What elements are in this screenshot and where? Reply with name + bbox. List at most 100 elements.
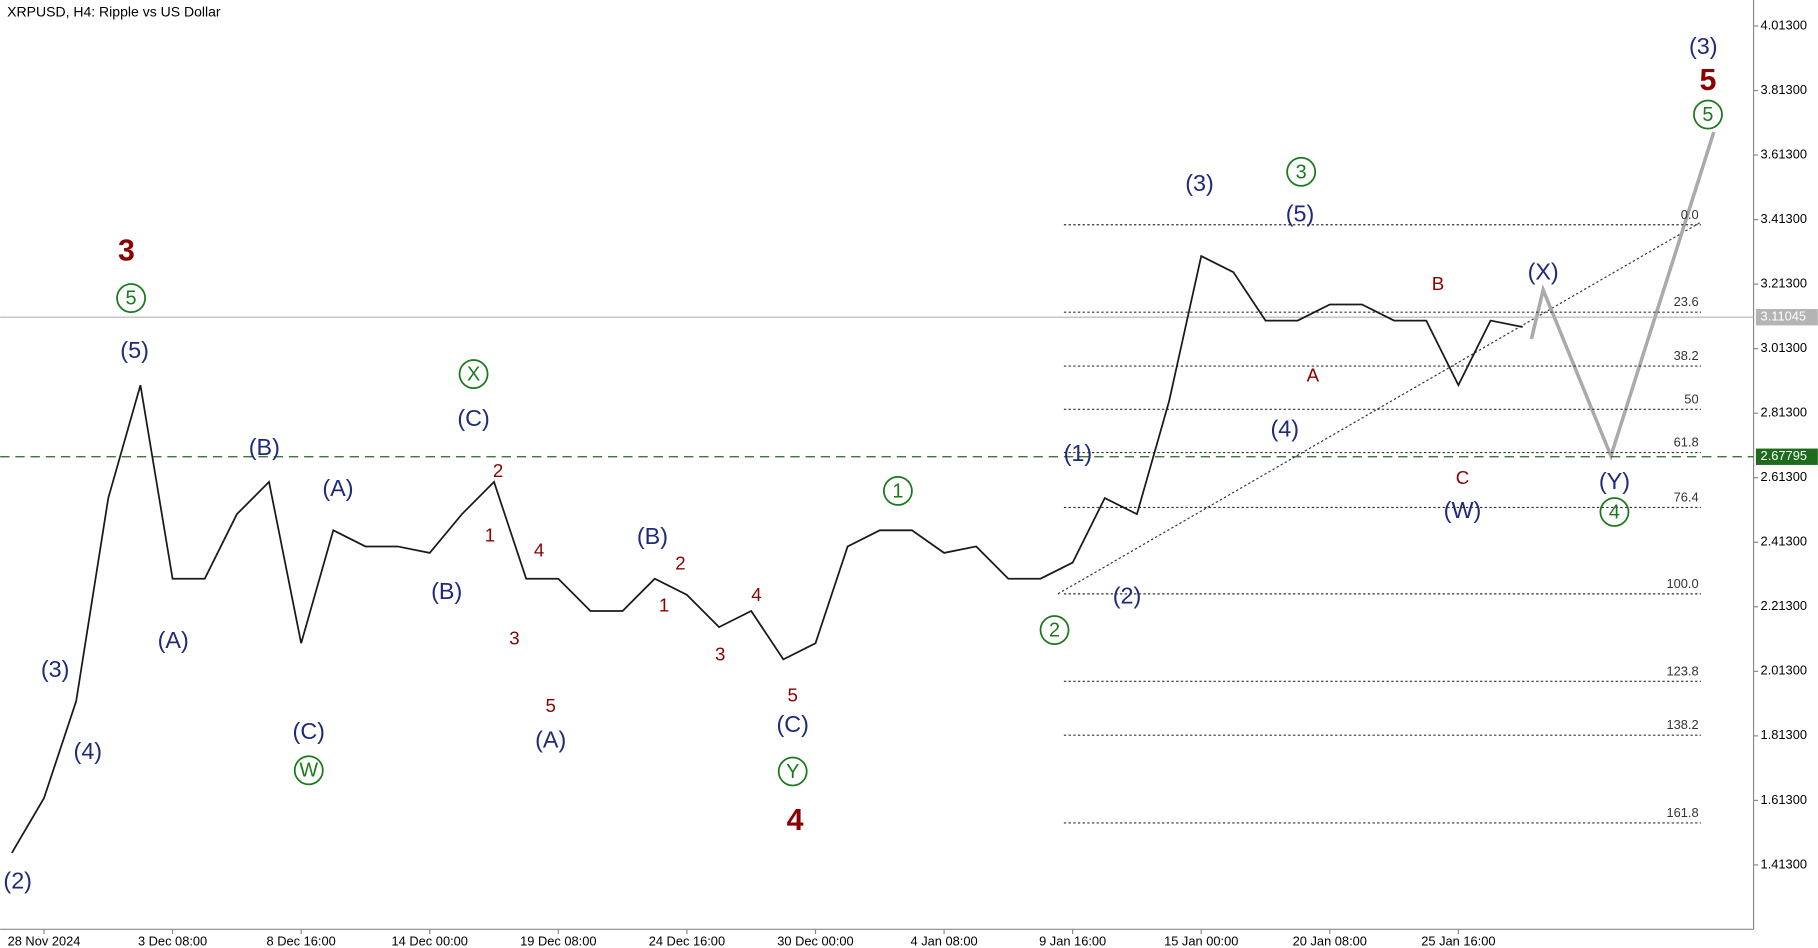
wave-label: B [1432,273,1444,294]
fib-label: 0.0 [1681,207,1699,222]
wave-label: (C) [293,718,325,744]
wave-label: (C) [776,711,808,737]
fib-label: 50 [1684,391,1698,406]
x-tick-label: 20 Jan 08:00 [1293,934,1367,948]
x-tick-label: 8 Dec 16:00 [267,934,336,948]
wave-circle [777,756,808,787]
x-tick-label: 25 Jan 16:00 [1421,934,1495,948]
y-tick-label: 2.81300 [1761,405,1807,420]
y-tick-label: 3.21300 [1761,276,1807,291]
wave-label: (B) [431,578,462,604]
wave-circle [1599,497,1630,527]
price-label-box [1755,448,1818,465]
wave-label: (C) [457,405,489,431]
chart-title: XRPUSD, H4: Ripple vs US Dollar [7,4,221,20]
wave-label: (B) [249,434,280,460]
wave-label: A [1307,364,1320,385]
y-tick-label: 2.41300 [1761,534,1807,549]
wave-label: X [467,363,480,385]
wave-circle [458,359,489,389]
fib-label: 161.8 [1666,805,1698,820]
price-label: 3.11045 [1761,309,1806,324]
wave-label: (B) [637,523,668,549]
wave-label: 5 [1700,63,1717,97]
price-label: 2.67795 [1761,448,1807,463]
wave-label: 3 [715,644,725,665]
wave-circle [116,283,146,313]
x-tick-label: 4 Jan 08:00 [910,934,977,948]
wave-label: (3) [1689,33,1718,59]
y-tick-label: 1.81300 [1761,727,1807,742]
fib-label: 38.2 [1674,348,1699,363]
wave-label: 5 [787,685,797,706]
fib-label: 138.2 [1666,717,1698,732]
price-line-series [11,254,1523,854]
wave-label: (5) [120,337,149,363]
y-tick-label: 2.01300 [1761,663,1807,678]
wave-label: 5 [126,287,137,309]
x-tick-label: 30 Dec 00:00 [777,934,853,948]
y-tick-label: 4.01300 [1761,17,1807,32]
y-tick-label: 2.61300 [1761,469,1807,484]
wave-label: (X) [1528,259,1559,285]
wave-label: (3) [41,656,70,682]
wave-label: W [299,760,318,782]
x-tick-label: 24 Dec 16:00 [649,934,725,948]
x-tick-label: 15 Jan 00:00 [1164,934,1238,948]
wave-circle [1039,615,1070,645]
x-tick-label: 9 Jan 16:00 [1039,934,1106,948]
wave-label: 4 [787,803,804,837]
wave-label: 2 [493,460,503,481]
y-tick-label: 1.61300 [1761,792,1807,807]
wave-circle [882,476,913,506]
y-tick-label: 3.61300 [1761,146,1807,161]
fib-label: 61.8 [1674,435,1699,450]
wave-label: (Y) [1599,468,1630,494]
x-tick-label: 28 Nov 2024 [8,934,81,948]
y-tick-label: 1.41300 [1761,856,1807,871]
wave-circle [1693,99,1723,130]
fib-label: 123.8 [1666,663,1698,678]
wave-label: 5 [546,695,556,716]
wave-label: 1 [485,524,495,545]
wave-label: (3) [1185,170,1214,196]
wave-circle [1286,156,1317,187]
price-label-box [1755,309,1818,326]
x-tick-label: 3 Dec 08:00 [138,934,207,948]
wave-label: 4 [751,584,761,605]
wave-label: (W) [1444,497,1482,523]
wave-label: (2) [3,868,32,894]
wave-label: Y [786,761,799,783]
wave-label: (2) [1113,582,1142,608]
wave-label: (A) [158,627,189,653]
wave-label: 1 [892,480,903,502]
wave-label: 2 [675,553,685,574]
wave-label: 5 [1702,104,1713,126]
x-tick-label: 19 Dec 08:00 [520,934,596,948]
y-tick-label: 3.01300 [1761,340,1807,355]
fib-label: 100.0 [1666,576,1698,591]
wave-label: 2 [1049,619,1060,641]
wave-label: 3 [118,234,135,268]
wave-label: 4 [534,540,544,561]
projection-path [1529,131,1716,462]
y-tick-label: 2.21300 [1761,598,1807,613]
wave-label: (1) [1064,440,1093,466]
y-tick-label: 3.81300 [1761,82,1807,97]
wave-label: 4 [1609,501,1620,523]
fib-label: 23.6 [1674,294,1699,309]
trend-line [1057,221,1702,595]
wave-label: 3 [1296,161,1307,183]
wave-label: (A) [322,475,353,501]
wave-label: (4) [74,738,103,764]
wave-label: (4) [1271,415,1300,441]
wave-label: 1 [659,595,669,616]
x-tick-label: 14 Dec 00:00 [392,934,468,948]
wave-label: (5) [1286,200,1315,226]
y-tick-label: 3.41300 [1761,211,1807,226]
wave-label: (A) [535,726,566,752]
wave-label: 3 [509,627,519,648]
